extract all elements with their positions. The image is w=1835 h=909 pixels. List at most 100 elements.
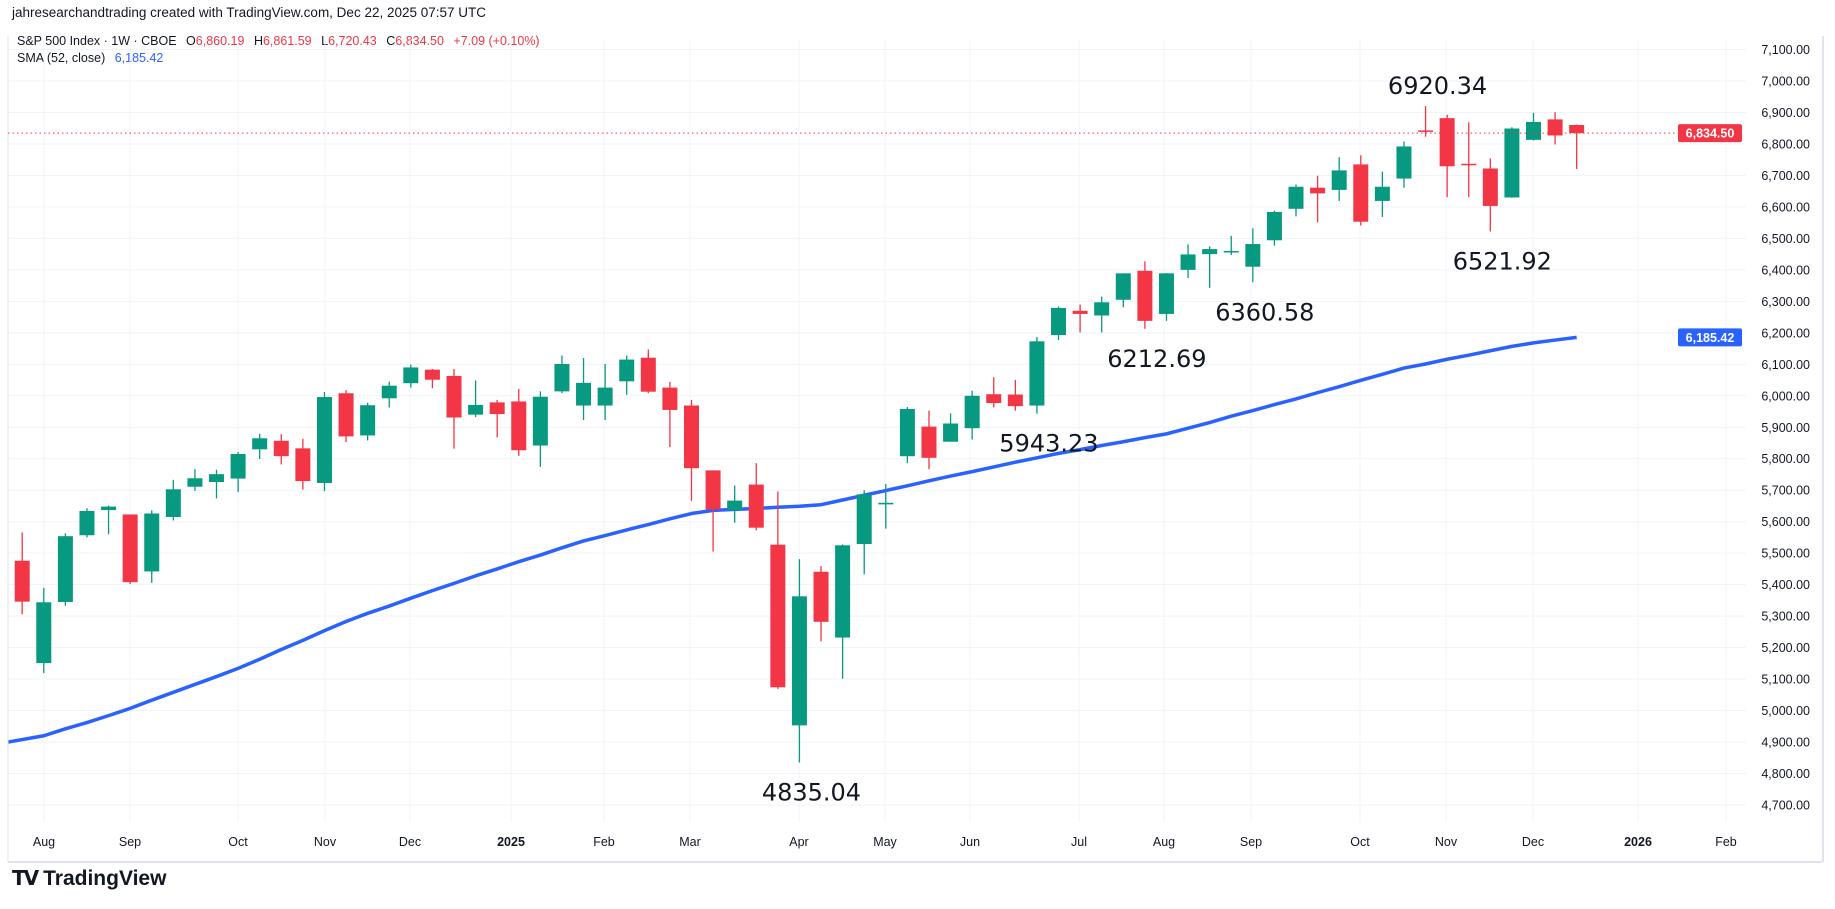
high-label: H xyxy=(253,34,263,48)
sma-price-label-bg xyxy=(1678,328,1742,347)
price-annotation: 6521.92 xyxy=(1453,247,1552,275)
candle-up xyxy=(1202,246,1218,288)
candle-down xyxy=(122,514,138,585)
candle-body xyxy=(1547,119,1563,136)
x-tick-label: Aug xyxy=(33,835,55,849)
candle-body xyxy=(79,510,95,536)
axes-layer: 7,100.00 7,000.00 6,900.00 6,800.00 6,700.00… xyxy=(7,36,1824,863)
candle-body xyxy=(597,387,613,406)
sma-legend[interactable]: SMA (52, close) 6,185.42 xyxy=(17,50,540,67)
candle-up xyxy=(79,508,95,538)
candle-up xyxy=(1094,296,1110,333)
candle-body xyxy=(230,454,246,479)
candle-body xyxy=(122,514,138,583)
high-value: 6,861.59 xyxy=(262,34,312,48)
candle-body xyxy=(1331,170,1347,190)
candle-down xyxy=(14,532,30,615)
y-tick-label: 5,200.00 xyxy=(1761,641,1810,655)
candle-up xyxy=(101,505,117,535)
candle-body xyxy=(468,404,484,415)
y-tick-label: 6,700.00 xyxy=(1761,169,1810,183)
candle-up xyxy=(165,479,181,521)
candle-body xyxy=(273,440,289,457)
candle-up xyxy=(187,469,203,491)
candle-down xyxy=(1310,175,1326,223)
candle-body xyxy=(489,402,505,415)
candle-up xyxy=(619,355,635,395)
candle-body xyxy=(1461,163,1477,166)
candle-body xyxy=(813,571,829,622)
candle-body xyxy=(57,536,73,602)
candle-up xyxy=(899,407,915,464)
tradingview-logo[interactable]: 𝗧𝗩 TradingView xyxy=(12,866,166,891)
price-annotation: 5943.23 xyxy=(999,430,1098,458)
candle-down xyxy=(921,410,937,470)
candle-body xyxy=(878,502,894,505)
symbol-legend[interactable]: S&P 500 Index · 1W · CBOE O6,860.19 H6,8… xyxy=(17,33,540,50)
candle-body xyxy=(532,396,548,446)
candle-body xyxy=(1115,273,1131,300)
x-tick-label: Aug xyxy=(1153,835,1175,849)
x-tick-label: Sep xyxy=(119,835,141,849)
candle-body xyxy=(1396,146,1412,179)
sma-line xyxy=(7,335,1577,744)
candle-body xyxy=(1482,168,1498,206)
candle-down xyxy=(1461,122,1477,198)
x-tick-label: Nov xyxy=(314,835,337,849)
candle-up xyxy=(1374,171,1390,217)
candle-body xyxy=(1137,270,1153,321)
candle-down xyxy=(273,434,289,465)
candle-down xyxy=(1137,261,1153,329)
y-tick-label: 6,900.00 xyxy=(1761,106,1810,120)
x-tick-label: Feb xyxy=(593,835,615,849)
y-tick-label: 5,800.00 xyxy=(1761,452,1810,466)
candle-up xyxy=(1396,141,1412,188)
x-tick-label: Apr xyxy=(789,835,808,849)
last-price-label: 6,834.50 xyxy=(1686,127,1735,141)
candle-up xyxy=(1266,210,1282,246)
y-tick-label: 4,900.00 xyxy=(1761,736,1810,750)
y-tick-label: 5,900.00 xyxy=(1761,421,1810,435)
candle-body xyxy=(1418,130,1434,132)
candle-down xyxy=(986,377,1002,408)
y-tick-label: 6,500.00 xyxy=(1761,232,1810,246)
candle-body xyxy=(36,602,52,664)
candle-body xyxy=(619,359,635,382)
candle-up xyxy=(856,490,872,575)
candle-down xyxy=(770,491,786,689)
candle-up xyxy=(403,364,419,388)
candle-down xyxy=(1482,158,1498,232)
price-annotation: 6920.34 xyxy=(1388,72,1487,100)
candle-body xyxy=(921,426,937,458)
x-tick-label: Mar xyxy=(679,835,701,849)
candle-body xyxy=(1526,121,1541,140)
candle-body xyxy=(252,438,268,450)
y-tick-label: 7,000.00 xyxy=(1761,74,1810,88)
candle-up xyxy=(144,510,160,583)
candle-body xyxy=(187,478,203,487)
candle-up xyxy=(835,544,851,679)
candle-up xyxy=(468,380,484,418)
candle-body xyxy=(748,484,764,528)
candle-up xyxy=(943,413,959,442)
y-tick-label: 5,700.00 xyxy=(1761,484,1810,498)
candle-body xyxy=(1569,124,1585,134)
candle-down xyxy=(1007,380,1023,411)
candle-up xyxy=(532,391,548,467)
candle-down xyxy=(424,369,440,389)
candle-up xyxy=(1526,112,1541,141)
x-tick-label: Jul xyxy=(1071,835,1087,849)
tradingview-logo-mark-icon: 𝗧𝗩 xyxy=(12,868,39,890)
candle-body xyxy=(209,474,225,483)
candle-up xyxy=(1051,306,1067,341)
x-tick-label: May xyxy=(873,835,897,849)
candle-body xyxy=(1072,310,1088,314)
candle-up xyxy=(36,587,52,674)
candle-down xyxy=(705,470,721,552)
y-tick-label: 5,400.00 xyxy=(1761,578,1810,592)
candle-body xyxy=(986,394,1002,404)
x-tick-label: 2026 xyxy=(1624,835,1652,849)
candle-body xyxy=(1439,118,1455,167)
y-tick-label: 6,100.00 xyxy=(1761,358,1810,372)
